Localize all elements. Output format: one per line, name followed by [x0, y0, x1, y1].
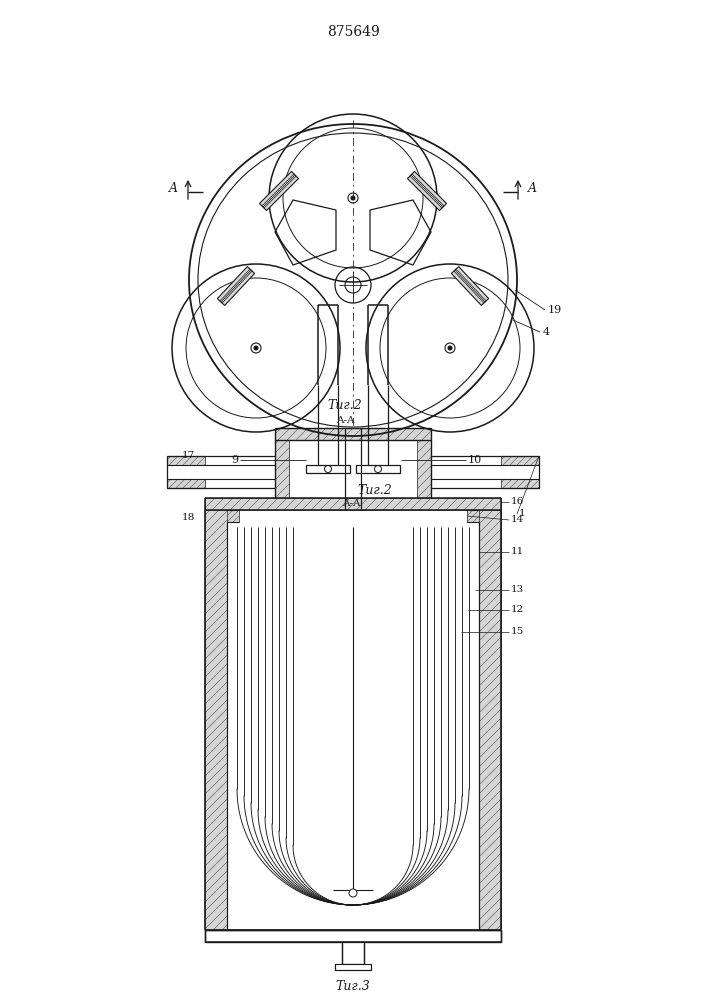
Text: 19: 19	[548, 305, 562, 315]
Circle shape	[351, 196, 355, 200]
Bar	[501, 456, 539, 465]
Text: 11: 11	[511, 548, 525, 556]
Bar	[205, 930, 501, 942]
Text: 17: 17	[182, 452, 195, 460]
Text: A-A: A-A	[341, 499, 361, 508]
Text: Τиг.2: Τиг.2	[327, 399, 363, 412]
Text: A: A	[169, 182, 178, 196]
Polygon shape	[451, 267, 489, 305]
Polygon shape	[217, 267, 255, 305]
Bar	[335, 964, 371, 970]
Circle shape	[254, 346, 258, 350]
Text: 18: 18	[182, 514, 195, 522]
Bar	[479, 510, 501, 930]
Text: Τиг.3: Τиг.3	[336, 980, 370, 992]
Bar	[275, 428, 431, 440]
Bar	[167, 479, 205, 488]
Polygon shape	[407, 171, 447, 211]
Bar	[275, 440, 289, 498]
Text: 13: 13	[511, 585, 525, 594]
Text: A-A: A-A	[336, 416, 354, 425]
Text: 16: 16	[511, 497, 525, 506]
Bar	[167, 456, 205, 465]
Bar	[342, 942, 364, 964]
Bar	[205, 510, 227, 930]
Text: 12: 12	[511, 605, 525, 614]
Text: Τиг.2: Τиг.2	[358, 484, 392, 496]
Text: 10: 10	[468, 455, 482, 465]
Circle shape	[349, 889, 357, 897]
Text: 15: 15	[511, 628, 525, 637]
Text: 1: 1	[519, 510, 525, 518]
Bar	[356, 465, 400, 473]
Text: 14: 14	[511, 516, 525, 524]
Bar	[467, 510, 479, 522]
Bar	[205, 930, 501, 942]
Bar	[227, 510, 239, 522]
Text: 4: 4	[543, 327, 550, 337]
Text: 9: 9	[231, 455, 238, 465]
Circle shape	[448, 346, 452, 350]
Polygon shape	[259, 171, 298, 211]
Text: A: A	[528, 182, 537, 196]
Bar	[306, 465, 350, 473]
Bar	[501, 479, 539, 488]
Bar	[205, 498, 501, 510]
Text: 875649: 875649	[327, 25, 380, 39]
Bar	[417, 440, 431, 498]
